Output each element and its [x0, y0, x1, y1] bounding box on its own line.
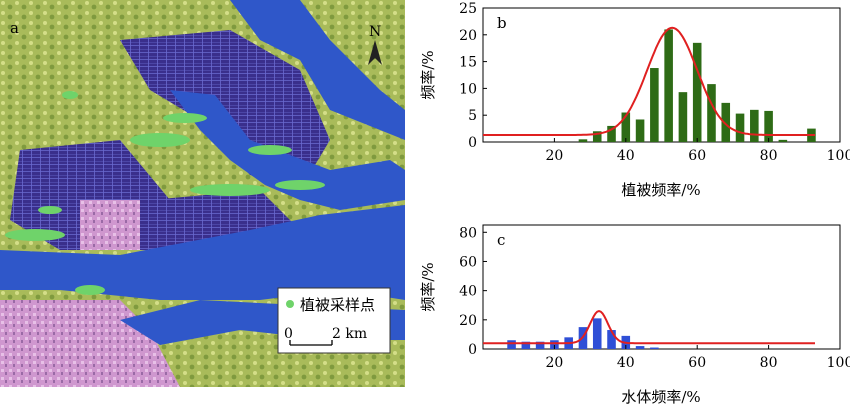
bar — [521, 341, 531, 349]
river-south-branch — [0, 205, 405, 300]
bar — [650, 347, 659, 349]
bar — [778, 139, 788, 142]
bar — [750, 109, 759, 142]
y-tick-label: 20 — [459, 28, 477, 44]
vegetation-sample-points — [5, 91, 325, 295]
x-tick-label: 80 — [760, 355, 778, 371]
bar — [592, 131, 602, 142]
y-ticks: 0 5 10 15 20 25 — [459, 1, 487, 151]
bar — [592, 318, 602, 349]
river-main — [230, 0, 405, 140]
x-tick-label: 20 — [545, 355, 563, 371]
x-tick-label: 100 — [827, 355, 850, 371]
satellite-map: a N 植被采样点 0 2 km — [0, 0, 405, 387]
normal-fit-curve — [483, 310, 815, 345]
bar — [621, 112, 631, 142]
bar — [707, 84, 716, 142]
y-tick-label: 80 — [459, 225, 477, 241]
bar — [735, 113, 745, 142]
y-tick-label: 0 — [468, 135, 477, 151]
x-ticks: 20 40 60 80 100 — [545, 345, 850, 371]
y-ticks: 0 20 40 60 80 — [459, 225, 487, 358]
urban-area-west — [80, 200, 140, 250]
legend-point-icon — [286, 300, 294, 308]
y-tick-label: 0 — [468, 342, 477, 358]
bar — [635, 346, 645, 349]
bar — [607, 330, 616, 349]
x-tick-label: 20 — [545, 148, 563, 164]
x-ticks: 20 40 60 80 100 — [545, 138, 850, 164]
river-middle — [170, 90, 405, 210]
y-axis-label: 频率/% — [419, 262, 437, 311]
legend-label: 植被采样点 — [300, 296, 375, 314]
scale-value: 2 km — [332, 326, 367, 342]
bar — [578, 139, 588, 142]
x-tick-label: 100 — [827, 148, 850, 164]
panel-label-b: b — [497, 14, 507, 32]
bar — [678, 92, 688, 142]
bar — [650, 68, 659, 142]
y-tick-label: 60 — [459, 254, 477, 270]
plot-frame — [482, 7, 841, 143]
y-tick-label: 20 — [459, 313, 477, 329]
bar — [764, 110, 773, 142]
y-axis-label: 频率/% — [419, 50, 437, 99]
x-axis-label: 植被频率/% — [621, 181, 700, 199]
normal-fit-curve — [483, 26, 815, 136]
x-tick-label: 40 — [617, 355, 635, 371]
north-arrow: N — [368, 24, 382, 65]
bar — [664, 29, 673, 142]
y-tick-label: 25 — [459, 1, 477, 17]
bar — [692, 42, 702, 143]
legend-box — [277, 287, 391, 354]
y-tick-label: 40 — [459, 284, 477, 300]
chart-vegetation-frequency: b 20 40 60 80 100 0 5 10 15 20 25 植被频率/% 频率/% — [419, 1, 850, 199]
y-tick-label: 15 — [459, 55, 477, 71]
bar — [550, 340, 559, 349]
x-tick-label: 80 — [760, 148, 778, 164]
map-panel-label: a — [10, 19, 19, 37]
scale-zero: 0 — [284, 326, 293, 342]
bar — [535, 341, 545, 349]
chart-water-frequency: c 20 40 60 80 100 0 20 40 60 80 水体频率/% 频率/% — [419, 224, 850, 406]
bar — [607, 125, 616, 142]
plot-frame — [482, 224, 841, 350]
x-axis-label: 水体频率/% — [621, 388, 700, 406]
bar — [721, 102, 731, 142]
x-tick-label: 60 — [688, 148, 706, 164]
bar — [507, 340, 516, 349]
y-tick-label: 10 — [459, 81, 477, 97]
y-tick-label: 5 — [468, 108, 477, 124]
map-legend: 植被采样点 0 2 km — [277, 287, 391, 354]
bars — [578, 29, 816, 143]
x-tick-label: 40 — [617, 148, 635, 164]
x-tick-label: 60 — [688, 355, 706, 371]
north-arrow-icon — [368, 40, 382, 65]
north-label: N — [369, 24, 381, 40]
bar — [635, 119, 645, 142]
panel-label-c: c — [497, 231, 505, 249]
bars — [507, 318, 659, 349]
